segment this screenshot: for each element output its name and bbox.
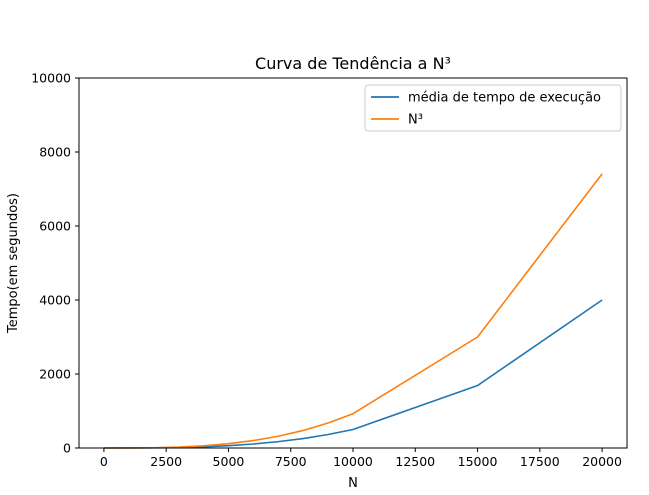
x-tick-label: 2500	[150, 454, 182, 469]
x-tick-label: 5000	[213, 454, 245, 469]
y-axis: 0 2000 4000 6000 8000 10000	[31, 71, 79, 456]
x-tick-label: 7500	[275, 454, 307, 469]
series-line-1	[103, 299, 603, 449]
legend-label-2: N³	[408, 113, 423, 128]
x-tick-label: 12500	[395, 454, 435, 469]
y-tick-label: 8000	[39, 145, 71, 160]
y-tick-label: 4000	[39, 293, 71, 308]
y-tick-label: 10000	[31, 71, 71, 86]
legend: média de tempo de execução N³	[364, 84, 622, 132]
series-layer	[103, 173, 603, 449]
chart-title: Curva de Tendência a N³	[255, 54, 451, 73]
x-axis-label: N	[348, 476, 358, 491]
y-tick-label: 6000	[39, 219, 71, 234]
y-axis-label: Tempo(em segundos)	[6, 193, 21, 334]
legend-label-1: média de tempo de execução	[408, 91, 601, 106]
y-tick-label: 0	[63, 441, 71, 456]
x-axis: 0 2500 5000 7500 10000 12500 15000 17500 20000	[100, 448, 622, 469]
x-tick-label: 17500	[520, 454, 560, 469]
legend-box	[364, 84, 622, 132]
x-tick-label: 0	[100, 454, 108, 469]
plot-frame	[78, 77, 628, 449]
y-tick-label: 2000	[39, 367, 71, 382]
series-line-2	[103, 173, 603, 449]
x-tick-label: 10000	[333, 454, 373, 469]
x-tick-label: 20000	[582, 454, 622, 469]
x-tick-label: 15000	[458, 454, 498, 469]
